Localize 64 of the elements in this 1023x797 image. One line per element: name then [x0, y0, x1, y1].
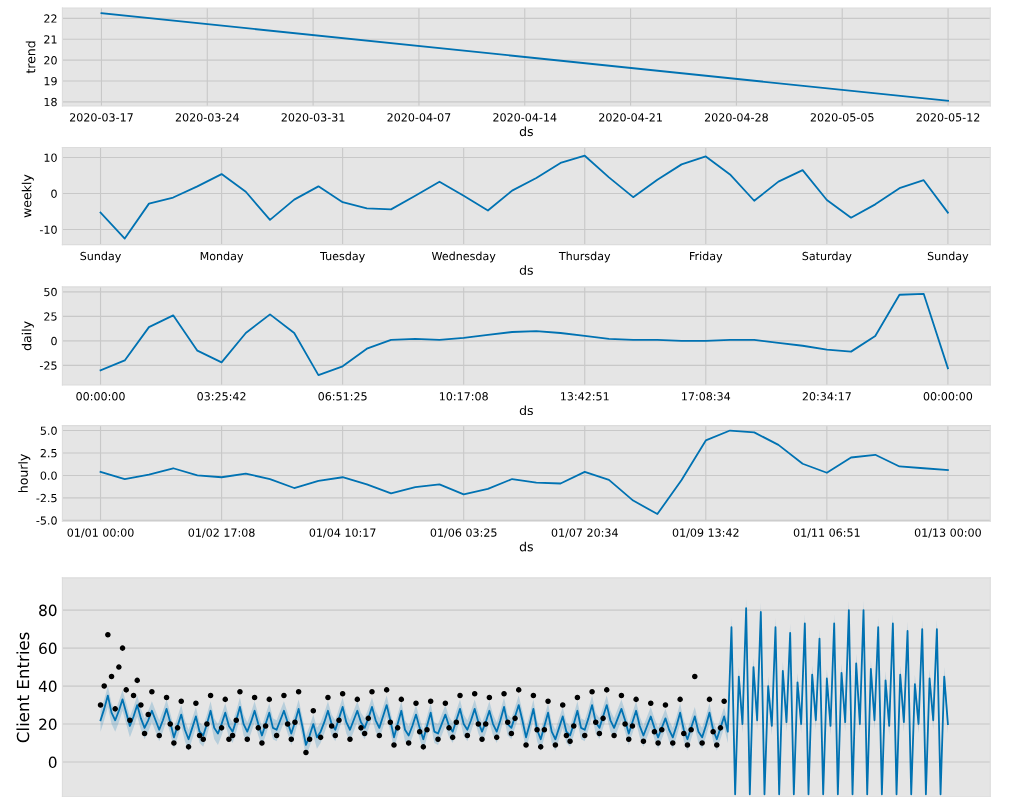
y-tick-label: 60	[39, 642, 57, 655]
y-tick-label: 25	[44, 312, 57, 321]
x-tick-label: 01/07 20:34	[551, 528, 618, 538]
x-tick-label: 00:00:00	[76, 392, 125, 401]
x-tick-label: 17:08:34	[682, 392, 731, 401]
y-tick-label: 0	[48, 756, 57, 769]
y-tick-label: -25	[39, 361, 57, 370]
x-tick-label: Wednesday	[431, 251, 496, 263]
x-tick-label: 2020-03-17	[69, 113, 133, 122]
y-tick-label: 80	[39, 604, 57, 617]
y-tick-label: 0.0	[40, 471, 57, 480]
x-tick-label: 2020-03-31	[281, 113, 345, 122]
y-tick-label: 21	[44, 35, 57, 44]
x-tick-label: Thursday	[558, 251, 611, 263]
x-tick-label: Monday	[200, 251, 244, 263]
x-tick-label: 03:25:42	[197, 392, 246, 401]
y-tick-label: 40	[38, 680, 57, 693]
y-tick-label: 20	[39, 718, 57, 731]
x-tick-label: 01/09 13:42	[672, 528, 739, 538]
y-axis-title: weekly	[21, 174, 34, 218]
x-tick-label: Friday	[690, 251, 723, 263]
y-tick-label: 19	[44, 76, 57, 86]
y-axis-title: Client Entries	[16, 632, 30, 743]
y-tick-label: 18	[44, 97, 57, 107]
y-tick-label: -5.0	[36, 516, 57, 525]
y-tick-label: 0	[51, 336, 57, 346]
x-tick-label: Tuesday	[320, 251, 365, 263]
x-axis-title: ds	[519, 541, 533, 552]
x-tick-label: 00:00:00	[923, 392, 973, 401]
x-tick-label: 01/04 10:17	[309, 528, 376, 538]
y-tick-label: 0	[51, 189, 57, 198]
x-tick-label: 06:51:25	[318, 392, 367, 401]
y-tick-label: 5.0	[40, 426, 57, 435]
x-tick-label: 01/01 00:00	[67, 528, 134, 538]
x-tick-label: 01/06 03:25	[430, 528, 497, 538]
x-tick-label: 10:17:08	[439, 392, 488, 401]
x-axis-title: ds	[519, 265, 533, 275]
x-tick-label: Sunday	[80, 251, 121, 263]
x-tick-label: 2020-03-24	[175, 113, 239, 122]
x-tick-label: 2020-05-05	[810, 113, 874, 122]
x-tick-label: 2020-04-28	[704, 113, 768, 122]
x-tick-label: 2020-04-21	[599, 113, 662, 122]
x-tick-label: 13:42:51	[561, 392, 609, 401]
y-axis-title: daily	[21, 321, 34, 351]
x-axis-title: ds	[519, 126, 533, 137]
x-tick-label: 2020-05-12	[916, 113, 980, 122]
y-tick-label: 22	[44, 14, 57, 23]
x-tick-label: 2020-04-07	[387, 113, 451, 122]
y-axis-title: trend	[25, 41, 36, 74]
y-tick-label: 20	[44, 56, 57, 65]
y-tick-label: 10	[44, 153, 57, 162]
y-tick-label: 2.5	[40, 448, 57, 458]
y-tick-label: -2.5	[36, 493, 57, 503]
x-tick-label: 01/11 06:51	[793, 528, 860, 538]
x-tick-label: Saturday	[802, 251, 852, 263]
y-tick-label: 50	[44, 287, 57, 297]
x-tick-label: 01/02 17:08	[188, 528, 255, 538]
x-tick-label: 2020-04-14	[493, 113, 557, 122]
x-tick-label: 20:34:17	[802, 392, 851, 401]
y-tick-label: -10	[39, 225, 57, 234]
x-tick-label: Sunday	[927, 251, 969, 263]
y-axis-title: hourly	[18, 454, 31, 493]
x-tick-label: 01/13 00:00	[914, 528, 981, 538]
x-axis-title: ds	[519, 405, 533, 416]
